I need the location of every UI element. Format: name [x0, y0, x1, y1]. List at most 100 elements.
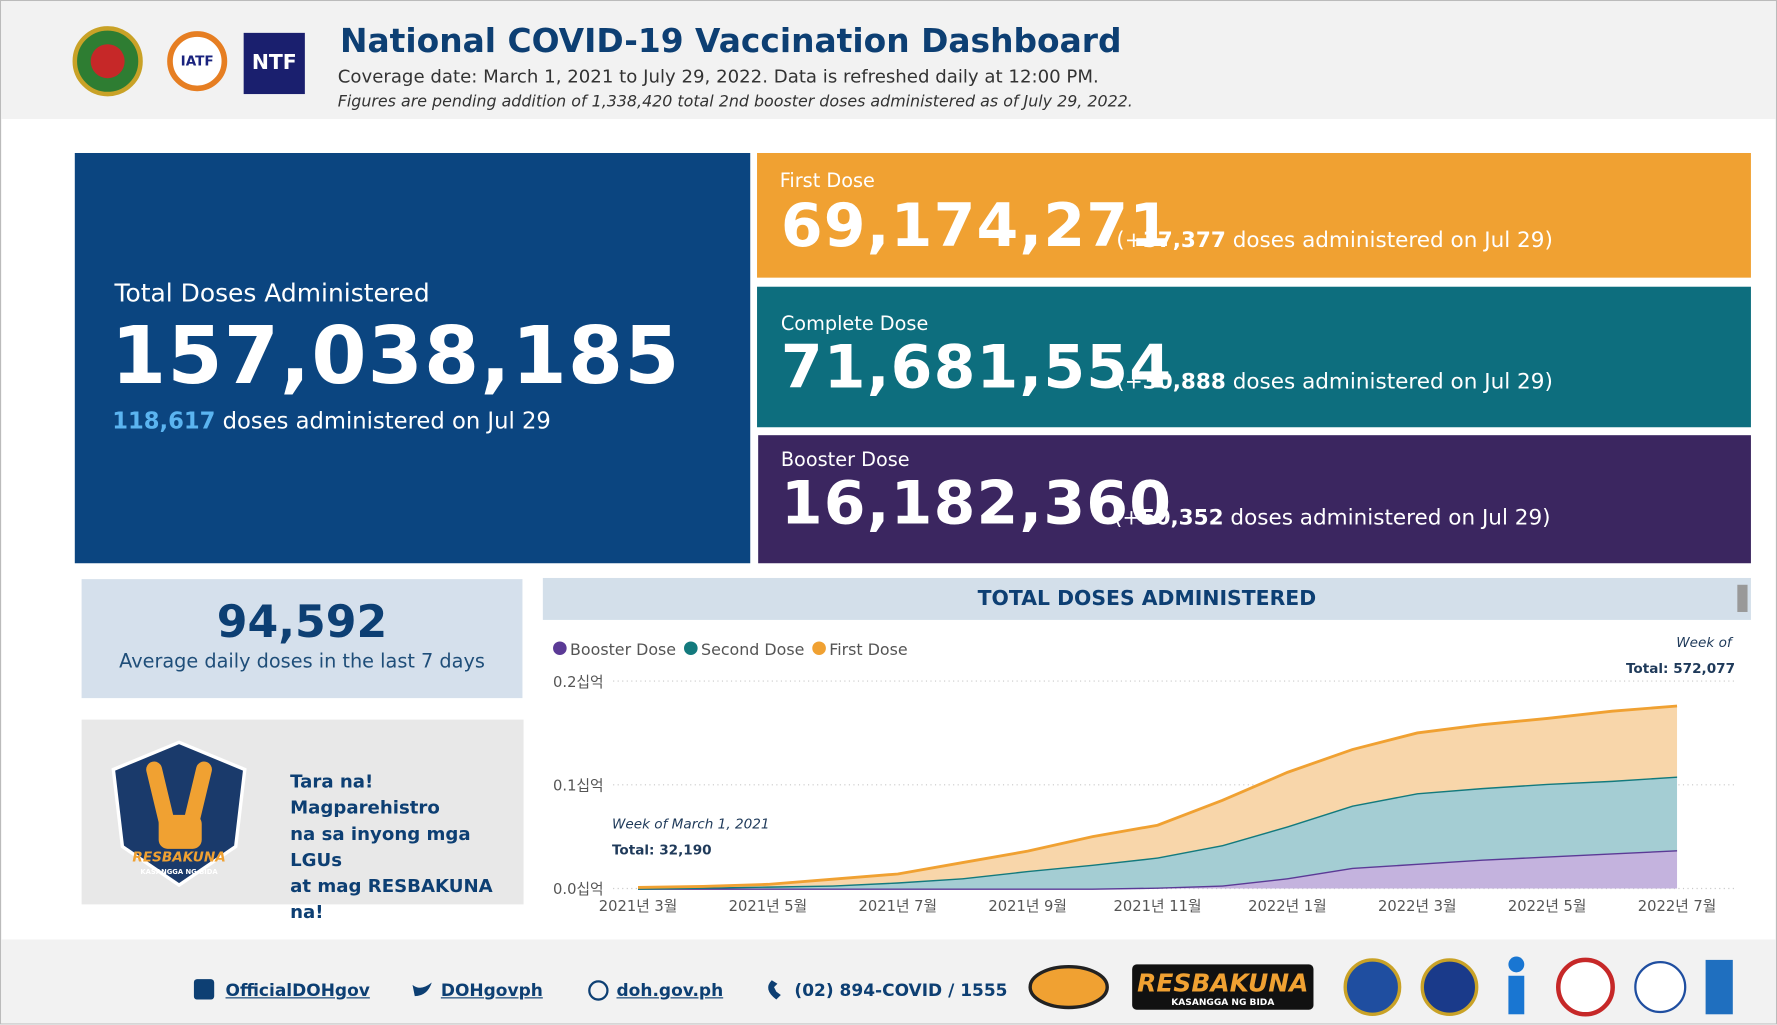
prefix: (+ — [1116, 369, 1143, 395]
total-value: 157,038,185 — [111, 309, 681, 403]
card-daily: (+30,888 doses administered on Jul 29) — [1116, 369, 1553, 394]
card-daily: (+37,377 doses administered on Jul 29) — [1116, 228, 1553, 253]
x-tick-label: 2021년 9월 — [988, 898, 1067, 915]
average-card: 94,592 Average daily doses in the last 7… — [81, 579, 523, 699]
scrollbar[interactable] — [1737, 584, 1748, 612]
first-dose-card: First Dose 69,174,271 (+37,377 doses adm… — [757, 152, 1751, 278]
card-value: 69,174,271 — [780, 191, 1173, 261]
promo-text: Tara na! Magparehistro na sa inyong mga … — [290, 768, 523, 924]
doh-logo-center — [90, 44, 125, 79]
booster-dose-card: Booster Dose 16,182,360 (+50,352 doses a… — [758, 435, 1751, 564]
average-value: 94,592 — [216, 597, 388, 649]
chart-title: TOTAL DOSES ADMINISTERED — [977, 587, 1317, 611]
pia-logo — [1508, 975, 1525, 1015]
note: Figures are pending addition of 1,338,42… — [337, 92, 1133, 112]
resbakuna-sub: KASANGGA NG BIDA — [1171, 998, 1274, 1008]
legend-label: First Dose — [829, 640, 907, 659]
promo-line: Tara na! Magparehistro — [290, 770, 440, 819]
promo-line: na sa inyong mga LGUs — [290, 822, 471, 871]
legend-label: Booster Dose — [570, 640, 676, 659]
legend-swatch — [812, 641, 826, 656]
x-tick-label: 2022년 5월 — [1508, 898, 1587, 915]
footer-link[interactable]: OfficialDOHgov — [225, 980, 370, 1001]
partner-logos: RESBAKUNA KASANGGA NG BIDA — [1028, 956, 1733, 1017]
prefix: (+ — [1114, 505, 1141, 531]
footer-link[interactable]: DOHgovph — [440, 980, 543, 1001]
promo-line: na! — [290, 900, 324, 923]
footer: OfficialDOHgov DOHgovph doh.gov.ph (02) … — [1, 939, 1776, 1024]
x-tick-label: 2021년 7월 — [858, 898, 937, 915]
legend-swatch — [553, 641, 567, 656]
iatf-text: IATF — [181, 54, 214, 70]
x-tick-label: 2021년 11월 — [1114, 898, 1202, 915]
logos: IATF NTF — [72, 26, 305, 97]
header: IATF NTF National COVID-19 Vaccination D… — [1, 1, 1776, 119]
coverage: Coverage date: March 1, 2021 to July 29,… — [337, 65, 1099, 88]
daily: 30,888 — [1142, 369, 1226, 395]
total-daily-text: doses administered on Jul 29 — [215, 406, 551, 435]
daily: 50,352 — [1140, 505, 1224, 531]
y-tick-label: 0.1십억 — [553, 777, 603, 794]
annotation: Total: 572,077 — [1626, 661, 1735, 677]
bida-logo — [1028, 964, 1109, 1010]
dilg-logo — [1556, 957, 1615, 1017]
footer-link[interactable]: doh.gov.ph — [616, 980, 724, 1001]
y-tick-label: 0.2십억 — [553, 674, 603, 691]
badge-text: RESBAKUNA — [132, 849, 225, 865]
iatf-logo — [167, 31, 228, 92]
facebook-icon — [193, 979, 215, 1000]
resbakuna-text: RESBAKUNA — [1137, 969, 1308, 998]
badge-shield — [111, 740, 247, 888]
total-daily-line: 118,617 doses administered on Jul 29 — [112, 407, 551, 434]
card-label: Complete Dose — [780, 312, 929, 336]
x-tick-label: 2021년 3월 — [599, 898, 678, 915]
card-value: 16,182,360 — [780, 469, 1173, 539]
annotation: Week of March 1, 2021 — [612, 816, 770, 832]
suffix: doses administered on Jul 29) — [1225, 227, 1553, 253]
pia-dot — [1508, 956, 1525, 973]
total-daily: 118,617 — [112, 406, 216, 435]
complete-dose-card: Complete Dose 71,681,554 (+30,888 doses … — [757, 286, 1751, 428]
phone-icon — [768, 980, 781, 1000]
total-label: Total Doses Administered — [114, 279, 430, 309]
area — [638, 705, 1678, 889]
card-daily: (+50,352 doses administered on Jul 29) — [1114, 505, 1551, 530]
x-tick-label: 2021년 5월 — [729, 898, 808, 915]
y-tick-label: 0.0십억 — [553, 881, 603, 898]
badge-sub: KASANGGA NG BIDA — [140, 868, 218, 876]
area — [638, 776, 1678, 889]
title: National COVID-19 Vaccination Dashboard — [339, 21, 1122, 61]
legend-label: Second Dose — [701, 640, 804, 659]
total-card: Total Doses Administered 157,038,185 118… — [74, 152, 751, 564]
suffix: doses administered on Jul 29) — [1223, 505, 1551, 531]
promo-badge: RESBAKUNA KASANGGA NG BIDA — [111, 740, 247, 888]
opcc-logo — [1343, 958, 1402, 1016]
undp-logo — [1705, 959, 1733, 1015]
card-label: Booster Dose — [780, 448, 910, 472]
x-tick-label: 2022년 3월 — [1378, 898, 1457, 915]
promo-line: at mag RESBAKUNA — [290, 874, 493, 897]
ntf-logo — [243, 32, 305, 95]
annotation: Week of — [1676, 635, 1734, 651]
annotation: Total: 32,190 — [612, 843, 712, 859]
promo-card: RESBAKUNA KASANGGA NG BIDA Tara na! Magp… — [81, 719, 524, 922]
prefix: (+ — [1116, 227, 1143, 253]
area — [638, 850, 1678, 889]
suffix: doses administered on Jul 29) — [1225, 369, 1553, 395]
chart: 0.0십억 0.1십억 0.2십억 2021년 3월 2021년 5월 2021년 7월 2… — [553, 635, 1736, 915]
x-tick-label: 2022년 1월 — [1248, 898, 1327, 915]
dict-logo — [1634, 961, 1687, 1014]
twitter-icon — [412, 982, 432, 997]
legend-swatch — [684, 641, 698, 656]
x-tick-label: 2022년 7월 — [1638, 898, 1717, 915]
ntf-text: NTF — [252, 50, 297, 74]
area-line — [638, 704, 1678, 889]
daily: 37,377 — [1142, 227, 1226, 253]
footer-icons — [193, 979, 781, 1001]
chart-header: TOTAL DOSES ADMINISTERED — [542, 577, 1751, 620]
card-label: First Dose — [779, 169, 875, 193]
resbakuna-logo — [1132, 964, 1314, 1010]
card-value: 71,681,554 — [780, 333, 1173, 403]
